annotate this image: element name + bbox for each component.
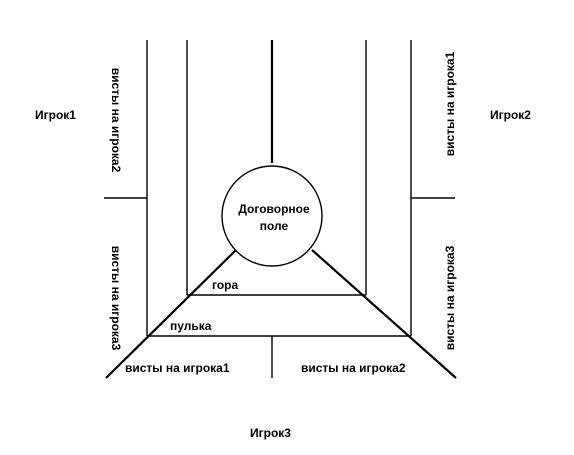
left-diagonal-line: [105, 249, 237, 379]
right-diagonal-line: [311, 249, 457, 379]
right-upper-whist-label: висты на игрока1: [443, 51, 457, 156]
bottom-right-whist-label: висты на игрока2: [301, 361, 406, 375]
bottom-left-whist-label: висты на игрока1: [125, 361, 230, 375]
pulka-label: пулька: [170, 319, 212, 333]
contract-field-label-line2: поле: [260, 219, 289, 233]
player1-label: Игрок1: [35, 108, 76, 122]
player2-label: Игрок2: [490, 108, 531, 122]
player3-label: Игрок3: [250, 426, 291, 440]
left-upper-whist-label: висты на игрока2: [109, 68, 123, 173]
contract-field-label-line1: Договорное: [238, 202, 310, 216]
contract-field-circle: [221, 165, 323, 267]
gora-label: гора: [212, 278, 239, 292]
left-lower-whist-label: висты на игрока3: [109, 246, 123, 351]
right-lower-whist-label: висты на игрока3: [443, 245, 457, 350]
